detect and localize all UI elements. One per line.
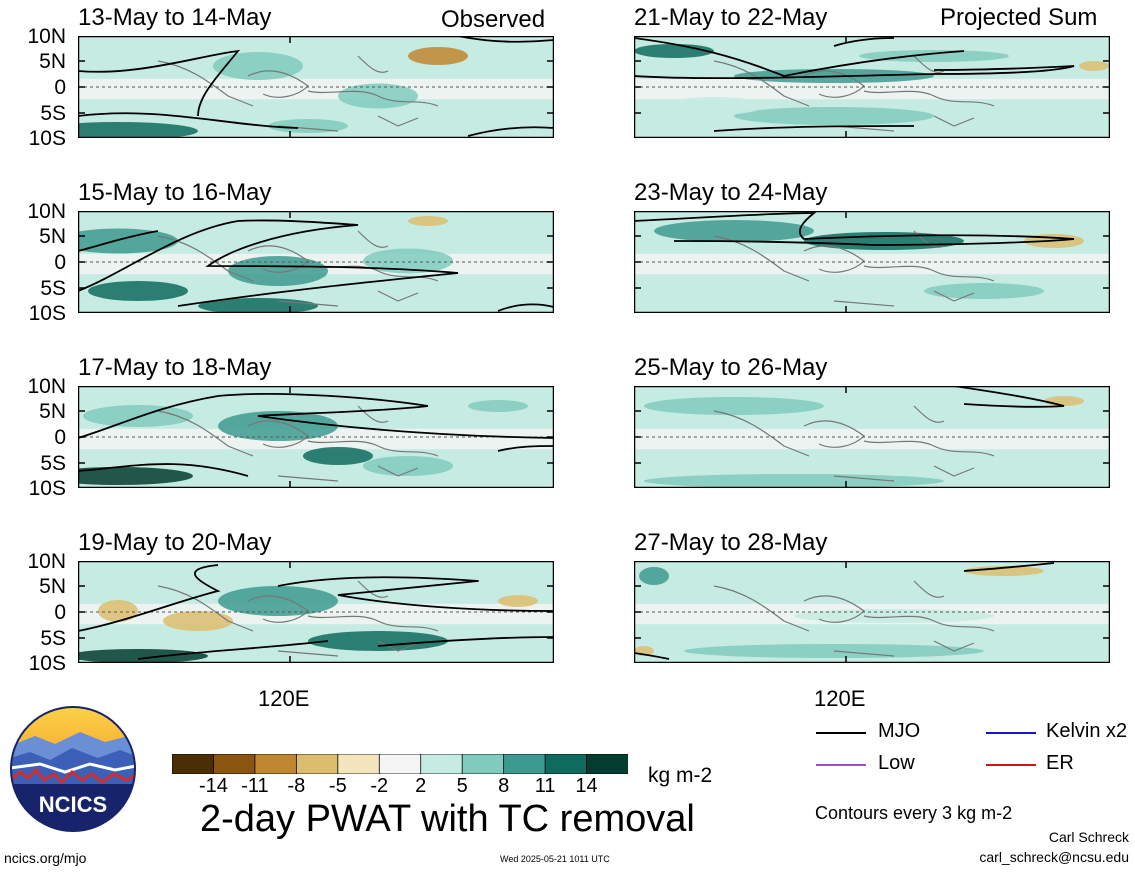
colorbar-tick-label: -2 [370, 775, 389, 797]
x-tick-right: 120E [814, 686, 866, 711]
legend-er: ER [1046, 752, 1074, 774]
map-panel-5 [634, 36, 1110, 138]
colorbar-swatch [461, 754, 505, 774]
y-tick-label: 5S [40, 277, 66, 300]
author: Carl Schreck [1048, 829, 1129, 845]
y-tick-label: 0 [54, 426, 66, 449]
y-tick-label: 5N [39, 575, 66, 598]
legend-mjo-line [816, 732, 866, 734]
y-tick-label: 0 [54, 251, 66, 274]
y-tick-label: 10S [28, 477, 66, 500]
colorbar-tick-label: 11 [534, 775, 556, 797]
colorbar-swatch [420, 754, 464, 774]
panel-title-7: 25-May to 26-May [634, 354, 828, 381]
map-panel-2 [78, 211, 554, 313]
y-tick-label: 10N [27, 550, 66, 573]
colorbar-tick-label: 14 [575, 775, 598, 797]
colorbar-swatch [254, 754, 298, 774]
site-link[interactable]: ncics.org/mjo [4, 850, 87, 866]
y-tick-label: 10N [27, 375, 66, 398]
y-tick-label: 0 [54, 601, 66, 624]
colorbar-tick-label: -5 [328, 775, 347, 797]
colorbar-swatch [337, 754, 381, 774]
y-tick-label: 10N [27, 200, 66, 223]
y-tick-label: 10S [28, 652, 66, 675]
map-panel-4 [78, 561, 554, 663]
map-panel-3 [78, 386, 554, 488]
figure-title: 2-day PWAT with TC removal [200, 798, 695, 840]
observed-label: Observed [441, 6, 546, 33]
panel-title-4: 19-May to 20-May [78, 529, 272, 556]
x-tick-left: 120E [258, 686, 310, 711]
legend-kelvin-line [986, 732, 1036, 734]
contour-note: Contours every 3 kg m-2 [815, 803, 1013, 823]
y-tick-label: 0 [54, 76, 66, 99]
map-panel-6 [634, 211, 1110, 313]
logo-text: NCICS [39, 792, 107, 817]
panel-title-6: 23-May to 24-May [634, 179, 828, 206]
map-panel-1 [78, 36, 554, 138]
legend-mjo: MJO [878, 720, 921, 742]
colorbar-swatch [503, 754, 546, 774]
y-tick-label: 10S [28, 127, 66, 150]
colorbar-swatch [213, 754, 256, 774]
y-tick-label: 5N [39, 50, 66, 73]
colorbar-swatch [544, 754, 588, 774]
colorbar-swatch [172, 754, 215, 774]
panel-title-5: 21-May to 22-May [634, 4, 828, 31]
y-tick-label: 5N [39, 400, 66, 423]
legend-er-line [986, 764, 1036, 766]
timestamp: Wed 2025-05-21 1011 UTC [500, 854, 610, 864]
author-email[interactable]: carl_schreck@ncsu.edu [979, 849, 1129, 865]
colorbar [172, 754, 628, 774]
colorbar-swatch [586, 754, 628, 774]
panel-title-1: 13-May to 14-May [78, 4, 272, 31]
map-panel-7 [634, 386, 1110, 488]
panel-title-8: 27-May to 28-May [634, 529, 828, 556]
colorbar-tick-label: -8 [287, 775, 306, 797]
projected-label: Projected Sum [940, 4, 1098, 31]
y-tick-label: 5S [40, 452, 66, 475]
y-tick-label: 5S [40, 102, 66, 125]
colorbar-tick-label: 5 [456, 775, 468, 797]
y-tick-label: 10N [27, 25, 66, 48]
y-tick-label: 5S [40, 627, 66, 650]
panel-title-3: 17-May to 18-May [78, 354, 272, 381]
y-tick-label: 10S [28, 302, 66, 325]
legend-low-line [816, 764, 866, 766]
legend: MJO Kelvin x2 Low ER [816, 720, 1135, 790]
colorbar-tick-label: 8 [498, 775, 510, 797]
colorbar-tick-label: -11 [241, 775, 269, 797]
colorbar-units: kg m-2 [648, 764, 713, 787]
legend-kelvin: Kelvin x2 [1046, 720, 1128, 742]
ncics-logo: NCICS [10, 706, 136, 832]
map-panel-8 [634, 561, 1110, 663]
legend-low: Low [878, 752, 915, 774]
colorbar-swatch [378, 754, 422, 774]
colorbar-tick-label: -14 [199, 775, 228, 797]
y-tick-label: 5N [39, 225, 66, 248]
colorbar-swatch [295, 754, 339, 774]
panel-title-2: 15-May to 16-May [78, 179, 272, 206]
colorbar-tick-label: 2 [415, 775, 427, 797]
